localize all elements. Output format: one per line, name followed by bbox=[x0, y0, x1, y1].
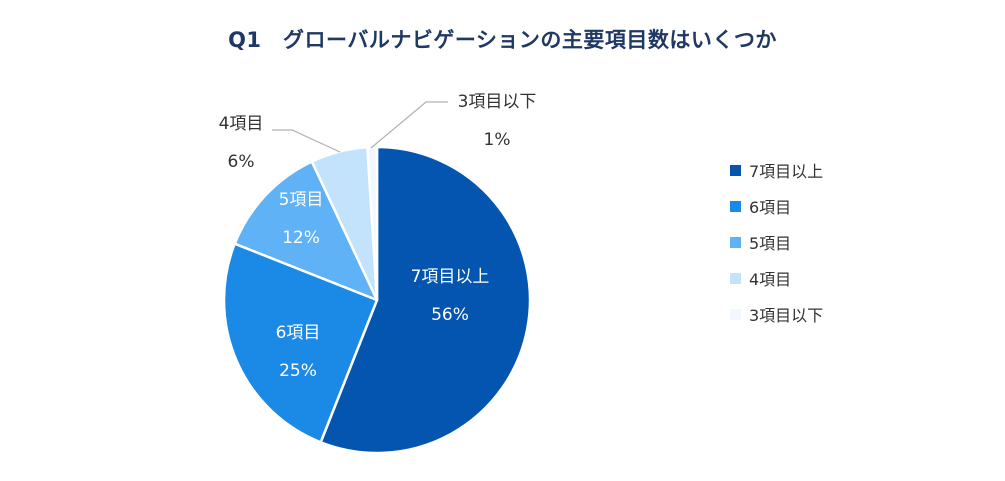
legend-item-3: 5項目 bbox=[730, 224, 823, 260]
pie-slice-2 bbox=[222, 242, 379, 444]
legend-swatch-1 bbox=[730, 164, 741, 176]
legend-swatch-4 bbox=[730, 272, 741, 284]
leader-line-4 bbox=[272, 129, 341, 153]
slice-category-label-1: 7項目以上 bbox=[411, 267, 490, 287]
slice-category-label-4: 4項目 bbox=[219, 114, 264, 134]
legend: 7項目以上 6項目 5項目 4項目 3項目以下 bbox=[730, 152, 823, 332]
slice-category-label-2: 6項目 bbox=[276, 323, 321, 343]
chart-title: Q1 グローバルナビゲーションの主要項目数はいくつか bbox=[228, 28, 777, 52]
legend-item-4: 4項目 bbox=[730, 260, 823, 296]
leader-line-5 bbox=[370, 101, 448, 149]
slice-category-label-3: 5項目 bbox=[279, 190, 324, 210]
legend-label-3: 5項目 bbox=[749, 234, 792, 253]
legend-label-5: 3項目以下 bbox=[749, 306, 824, 325]
pie-slice-3 bbox=[233, 160, 379, 302]
legend-label-1: 7項目以上 bbox=[749, 162, 824, 181]
slice-value-label-3: 12% bbox=[282, 228, 320, 248]
legend-label-4: 4項目 bbox=[749, 270, 792, 289]
slice-value-label-2: 25% bbox=[279, 361, 317, 381]
legend-swatch-5 bbox=[730, 308, 741, 320]
slice-value-label-4: 6% bbox=[228, 152, 255, 172]
slice-value-label-1: 56% bbox=[431, 305, 469, 325]
slice-category-label-5: 3項目以下 bbox=[458, 92, 537, 112]
legend-item-2: 6項目 bbox=[730, 188, 823, 224]
legend-item-1: 7項目以上 bbox=[730, 152, 823, 188]
slice-value-label-5: 1% bbox=[484, 130, 511, 150]
legend-label-2: 6項目 bbox=[749, 198, 792, 217]
legend-item-5: 3項目以下 bbox=[730, 296, 823, 332]
legend-swatch-2 bbox=[730, 200, 741, 212]
pie-slice-1 bbox=[319, 145, 532, 455]
legend-swatch-3 bbox=[730, 236, 741, 248]
